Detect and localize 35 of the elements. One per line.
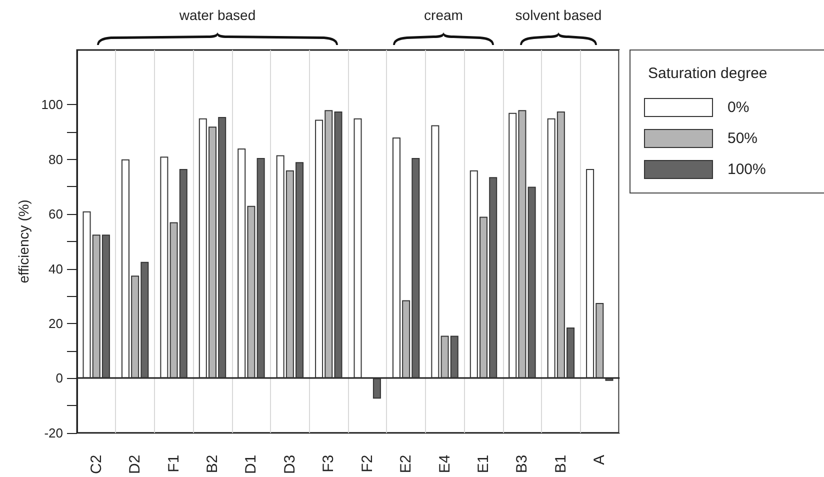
bar: [528, 186, 536, 378]
y-tick-label: 20: [48, 316, 63, 331]
y-tick-label: 0: [56, 370, 63, 386]
y-tick-label: 60: [48, 206, 63, 222]
legend-label: 50%: [728, 130, 758, 147]
y-tick-label: 80: [48, 152, 63, 167]
bar: [354, 118, 362, 378]
x-tick-label: B3: [514, 454, 531, 474]
x-tick-label: A: [591, 454, 608, 465]
text: solvent based: [515, 7, 602, 23]
text: water based: [178, 7, 256, 23]
x-tick-label: E1: [475, 454, 492, 474]
bar: [431, 125, 440, 378]
bar: [160, 156, 168, 378]
y-tick-label: 40: [48, 261, 63, 276]
x-tick-label: E2: [398, 454, 415, 474]
bar: [256, 158, 265, 378]
legend-label: 0%: [728, 99, 750, 116]
y-tick-label: 100: [41, 97, 63, 112]
y-tick-label: -20: [44, 425, 63, 440]
x-tick-label: D2: [126, 454, 144, 474]
x-tick-label: C2: [88, 454, 105, 474]
x-tick-label: D3: [281, 454, 298, 474]
x-tick-label: B2: [204, 454, 221, 474]
y-axis-title: efficiency (%): [15, 200, 32, 284]
x-tick-label: F1: [165, 454, 182, 472]
x-tick-label: D1: [242, 454, 260, 474]
legend-label: 100%: [728, 161, 766, 178]
legend-title: Saturation degree: [648, 65, 768, 82]
x-tick-label: F3: [320, 454, 338, 472]
text: cream: [424, 7, 463, 23]
x-tick-label: F2: [358, 454, 376, 472]
x-tick-label: E4: [436, 454, 454, 474]
x-tick-label: B1: [552, 454, 570, 474]
bar: [372, 378, 381, 399]
